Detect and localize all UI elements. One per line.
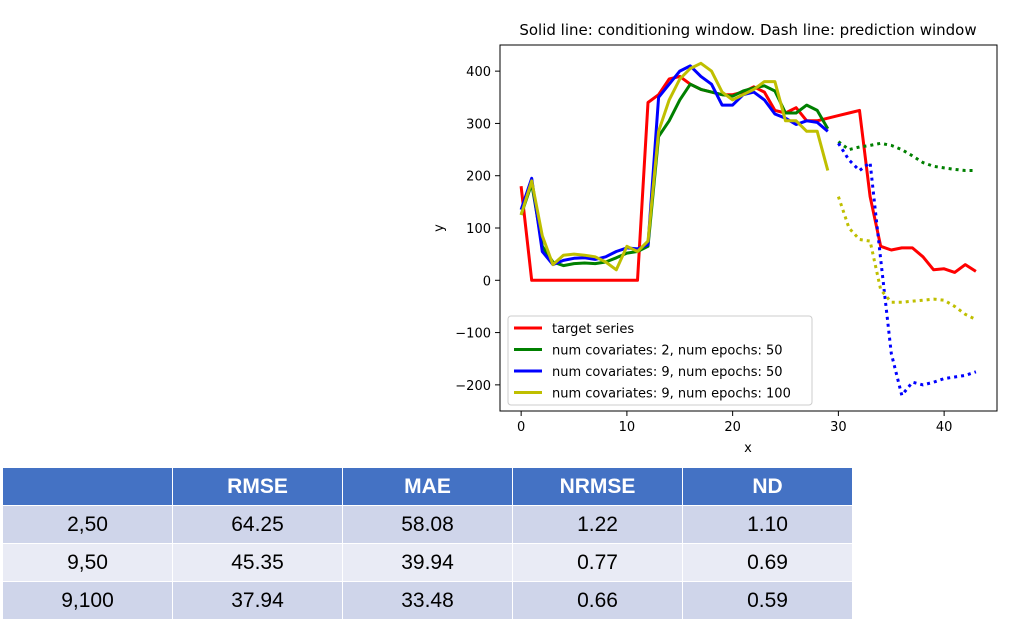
series-line-5 <box>519 61 830 272</box>
chart-title: Solid line: conditioning window. Dash li… <box>519 21 976 39</box>
table-row: 2,50 64.25 58.08 1.22 1.10 <box>2 505 853 544</box>
header-cell-blank <box>2 467 173 506</box>
y-tick-label: −100 <box>455 327 491 342</box>
header-cell-mae: MAE <box>342 467 513 506</box>
table-cell: 0.77 <box>512 543 683 582</box>
table-header-row: RMSE MAE NRMSE ND <box>2 467 853 506</box>
header-cell-nd: ND <box>682 467 853 506</box>
table-cell: 0.66 <box>512 581 683 620</box>
y-tick-label: 400 <box>466 65 491 80</box>
y-tick-label: 100 <box>466 222 491 237</box>
table-cell: 39.94 <box>342 543 513 582</box>
x-tick-label: 30 <box>830 420 847 435</box>
legend-label: num covariates: 9, num epochs: 50 <box>552 365 783 380</box>
x-tick-label: 40 <box>936 420 953 435</box>
table-cell: 64.25 <box>172 505 343 544</box>
y-tick-label: 0 <box>483 274 491 289</box>
table-cell: 2,50 <box>2 505 173 544</box>
series-line-0 <box>519 74 977 282</box>
table-cell: 1.22 <box>512 505 683 544</box>
chart-legend: target series num covariates: 2, num epoc… <box>507 315 813 406</box>
legend-label: num covariates: 2, num epochs: 50 <box>552 344 783 359</box>
series-line-6 <box>836 196 977 321</box>
series-line-4 <box>837 142 977 397</box>
y-tick-label: 200 <box>466 170 491 185</box>
x-tick-label: 20 <box>724 420 741 435</box>
y-tick-label: −200 <box>455 379 491 394</box>
table-cell: 37.94 <box>172 581 343 620</box>
x-tick-label: 0 <box>517 420 525 435</box>
legend-box <box>507 315 813 406</box>
legend-label: target series <box>552 322 634 337</box>
table-cell: 0.59 <box>682 581 853 620</box>
table-cell: 0.69 <box>682 543 853 582</box>
x-axis-label: x <box>744 441 752 452</box>
series-line-1 <box>519 82 830 268</box>
table-row: 9,100 37.94 33.48 0.66 0.59 <box>2 581 853 620</box>
y-tick-label: 300 <box>466 117 491 132</box>
table-cell: 45.35 <box>172 543 343 582</box>
legend-label: num covariates: 9, num epochs: 100 <box>552 387 791 402</box>
table-row: 9,50 45.35 39.94 0.77 0.69 <box>2 543 853 582</box>
table-cell: 58.08 <box>342 505 513 544</box>
y-axis-label: y <box>432 224 447 232</box>
metrics-table: RMSE MAE NRMSE ND 2,50 64.25 58.08 1.22 … <box>2 467 853 620</box>
line-chart: Solid line: conditioning window. Dash li… <box>432 21 998 452</box>
header-cell-nrmse: NRMSE <box>512 467 683 506</box>
x-tick-label: 10 <box>619 420 636 435</box>
table-cell: 1.10 <box>682 505 853 544</box>
header-cell-rmse: RMSE <box>172 467 343 506</box>
table-cell: 9,50 <box>2 543 173 582</box>
series-line-2 <box>837 140 976 172</box>
series-line-3 <box>519 64 829 267</box>
table-cell: 9,100 <box>2 581 173 620</box>
table-cell: 33.48 <box>342 581 513 620</box>
